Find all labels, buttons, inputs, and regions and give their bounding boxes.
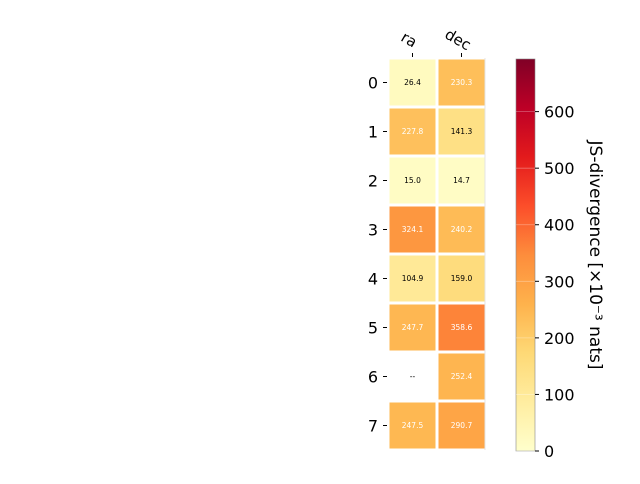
- cell-value-label: 26.4: [404, 78, 421, 87]
- cell-value-label: 324.1: [402, 225, 424, 234]
- heatmap-cell: [389, 255, 436, 302]
- y-tick-label: 1: [368, 123, 378, 142]
- colorbar-tick-label: 500: [544, 159, 575, 178]
- cell-value-label: 141.3: [451, 127, 473, 136]
- heatmap-cell: [438, 255, 485, 302]
- heatmap-cell: [389, 59, 436, 106]
- y-tick-label: 7: [368, 417, 378, 436]
- colorbar: JS-divergence [×10⁻³ nats] 0 100 200 300 400…: [515, 58, 605, 461]
- y-axis: 0 1 2 3 4 5 6 7: [368, 74, 387, 436]
- x-tick-label: dec: [442, 25, 474, 54]
- cell-value-label: 290.7: [451, 421, 473, 430]
- heatmap-cell: [438, 206, 485, 253]
- y-tick-label: 5: [368, 319, 378, 338]
- heatmap-grid: 26.4 230.3 227.8 141.3 15.0 14.7 324.1 240.2 104…: [389, 58, 486, 450]
- y-tick-label: 4: [368, 270, 378, 289]
- colorbar-tick-label: 300: [544, 272, 575, 291]
- colorbar-label: JS-divergence [×10⁻³ nats]: [585, 140, 605, 370]
- colorbar-tick-label: 600: [544, 103, 575, 122]
- y-tick-label: 0: [368, 74, 378, 93]
- colorbar-gradient: [515, 58, 536, 452]
- heatmap-cell: [389, 402, 436, 449]
- x-axis: ra dec: [398, 25, 474, 57]
- cell-value-label: 104.9: [402, 274, 424, 283]
- y-tick-label: 3: [368, 221, 378, 240]
- cell-value-label: 14.7: [453, 176, 470, 185]
- cell-value-label: 159.0: [451, 274, 473, 283]
- heatmap-cell: [389, 157, 436, 204]
- cell-value-label: 240.2: [451, 225, 473, 234]
- heatmap-cell: [389, 206, 436, 253]
- heatmap-cell: [389, 108, 436, 155]
- cell-value-label: 247.7: [402, 323, 424, 332]
- heatmap-cell: [438, 157, 485, 204]
- cell-value-label: 227.8: [402, 127, 424, 136]
- heatmap-cell: [389, 304, 436, 351]
- cell-value-label: 15.0: [404, 176, 421, 185]
- colorbar-tick-label: 0: [544, 442, 554, 461]
- cell-value-label: 358.6: [451, 323, 473, 332]
- heatmap-cell: [438, 59, 485, 106]
- y-tick-label: 6: [368, 368, 378, 387]
- cell-value-label: 247.5: [402, 421, 424, 430]
- colorbar-tick-label: 400: [544, 216, 575, 235]
- x-tick-label: ra: [398, 28, 420, 51]
- cell-value-label: --: [410, 372, 416, 381]
- heatmap-cell: [438, 108, 485, 155]
- cell-value-label: 230.3: [451, 78, 473, 87]
- colorbar-tick-label: 200: [544, 329, 575, 348]
- heatmap-cell: [438, 353, 485, 400]
- y-tick-label: 2: [368, 172, 378, 191]
- heatmap-cell: [438, 402, 485, 449]
- cell-value-label: 252.4: [451, 372, 473, 381]
- colorbar-tick-label: 100: [544, 385, 575, 404]
- heatmap-cell: [438, 304, 485, 351]
